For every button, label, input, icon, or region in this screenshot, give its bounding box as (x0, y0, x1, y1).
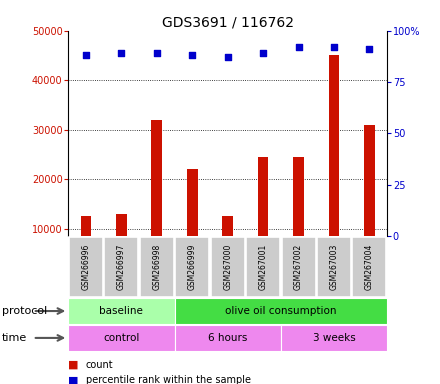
Text: time: time (2, 333, 27, 343)
Point (295, 44, 302, 50)
Text: baseline: baseline (99, 306, 143, 316)
Text: 3 weeks: 3 weeks (313, 333, 356, 343)
Point (118, 50, 125, 56)
Text: 6 hours: 6 hours (208, 333, 247, 343)
Bar (329, 55, 339, 278)
Point (82, 52, 89, 58)
Point (224, 55, 231, 61)
Text: GSM267000: GSM267000 (223, 244, 232, 290)
Point (330, 44, 337, 50)
Bar (68, 325, 175, 351)
Bar (293, 157, 304, 278)
Bar (281, 325, 387, 351)
Text: ■: ■ (68, 375, 79, 384)
Bar (364, 125, 375, 278)
Bar (116, 214, 127, 278)
Text: protocol: protocol (2, 306, 48, 316)
Text: GSM266997: GSM266997 (117, 244, 126, 290)
Text: GSM267002: GSM267002 (294, 244, 303, 290)
Bar (175, 298, 387, 324)
Point (153, 50, 160, 56)
Text: percentile rank within the sample: percentile rank within the sample (86, 375, 251, 384)
Bar (69, 237, 103, 297)
Text: GSM266998: GSM266998 (152, 244, 161, 290)
Bar (104, 237, 139, 297)
Bar (282, 237, 315, 297)
Text: control: control (103, 333, 139, 343)
Bar (222, 216, 233, 278)
Bar (175, 237, 209, 297)
Text: GSM267004: GSM267004 (365, 244, 374, 290)
Bar (175, 325, 281, 351)
Bar (151, 120, 162, 278)
Text: count: count (86, 360, 114, 370)
Bar (187, 169, 198, 278)
Text: GSM267001: GSM267001 (259, 244, 268, 290)
Bar (68, 298, 175, 324)
Bar (352, 237, 386, 297)
Point (260, 50, 267, 56)
Bar (211, 237, 245, 297)
Bar (81, 216, 91, 278)
Text: olive oil consumption: olive oil consumption (225, 306, 337, 316)
Title: GDS3691 / 116762: GDS3691 / 116762 (162, 16, 294, 30)
Bar (140, 237, 174, 297)
Bar (317, 237, 351, 297)
Text: GSM266999: GSM266999 (188, 244, 197, 290)
Text: ■: ■ (68, 360, 79, 370)
Text: GSM267003: GSM267003 (330, 244, 338, 290)
Text: GSM266996: GSM266996 (81, 244, 91, 290)
Bar (246, 237, 280, 297)
Point (189, 52, 196, 58)
Bar (258, 157, 268, 278)
Point (366, 46, 373, 52)
